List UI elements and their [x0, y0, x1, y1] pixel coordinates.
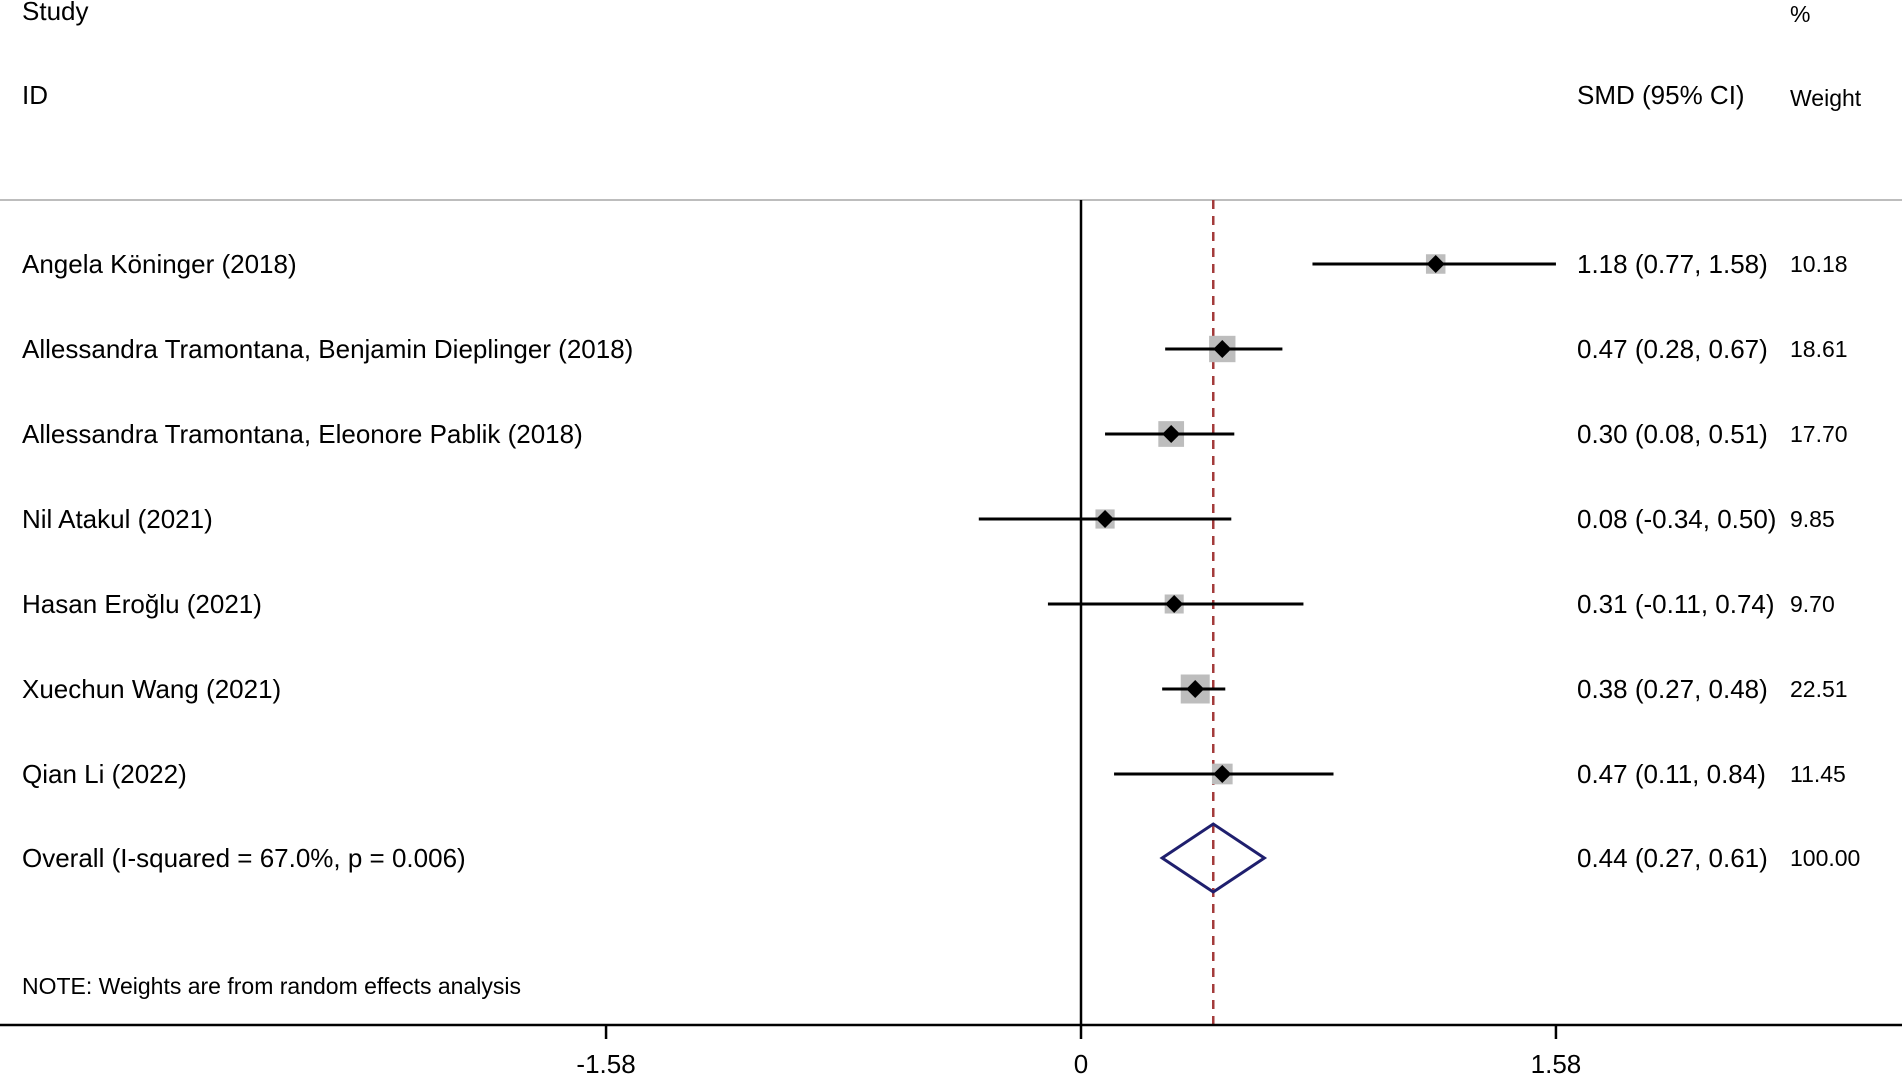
x-axis: -1.58 0 1.58 [0, 1023, 1902, 1077]
study-row: Hasan Eroğlu (2021) 0.31 (-0.11, 0.74) 9.7… [22, 589, 1835, 619]
point-estimate-marker [1213, 765, 1232, 783]
study-label: Xuechun Wang (2021) [22, 674, 281, 704]
axis-lines [1079, 200, 1215, 1025]
overall-ci-text: 0.44 (0.27, 0.61) [1577, 843, 1768, 873]
weights-note: NOTE: Weights are from random effects an… [22, 973, 521, 999]
column-headers: Study ID SMD (95% CI) % Weight [22, 0, 1862, 111]
point-estimate-marker [1426, 255, 1445, 273]
study-label: Nil Atakul (2021) [22, 504, 213, 534]
point-estimate-marker [1165, 595, 1184, 613]
effect-ci-text: 0.38 (0.27, 0.48) [1577, 674, 1768, 704]
point-estimate-marker [1213, 340, 1232, 358]
weight-text: 10.18 [1790, 251, 1848, 277]
study-label: Qian Li (2022) [22, 759, 187, 789]
effect-ci-text: 0.08 (-0.34, 0.50) [1577, 504, 1776, 534]
study-row: Allessandra Tramontana, Eleonore Pablik … [22, 419, 1848, 449]
study-row: Allessandra Tramontana, Benjamin Dieplin… [22, 334, 1848, 364]
point-estimate-marker [1186, 680, 1205, 698]
effect-ci-text: 0.47 (0.28, 0.67) [1577, 334, 1768, 364]
overall-row: Overall (I-squared = 67.0%, p = 0.006) 0.… [22, 822, 1860, 894]
header-effect-label: SMD (95% CI) [1577, 80, 1745, 110]
x-tick-label: 1.58 [1531, 1049, 1582, 1077]
effect-ci-text: 0.47 (0.11, 0.84) [1577, 759, 1766, 789]
weight-text: 18.61 [1790, 336, 1848, 362]
study-label: Angela Köninger (2018) [22, 249, 297, 279]
weight-text: 17.70 [1790, 421, 1848, 447]
effect-ci-text: 1.18 (0.77, 1.58) [1577, 249, 1768, 279]
weight-text: 9.85 [1790, 506, 1835, 532]
study-row: Qian Li (2022) 0.47 (0.11, 0.84) 11.45 [22, 759, 1846, 789]
x-tick-label: 0 [1074, 1049, 1088, 1077]
overall-weight-text: 100.00 [1790, 845, 1860, 871]
header-percent-label: % [1790, 1, 1810, 27]
x-tick-label: -1.58 [576, 1049, 635, 1077]
study-label: Allessandra Tramontana, Benjamin Dieplin… [22, 334, 633, 364]
study-label: Allessandra Tramontana, Eleonore Pablik … [22, 419, 583, 449]
study-rows: Angela Köninger (2018) 1.18 (0.77, 1.58) 1… [22, 249, 1848, 789]
header-id-label: ID [22, 80, 48, 110]
header-weight-label: Weight [1790, 85, 1862, 111]
overall-label: Overall (I-squared = 67.0%, p = 0.006) [22, 843, 466, 873]
weight-text: 22.51 [1790, 676, 1848, 702]
study-row: Nil Atakul (2021) 0.08 (-0.34, 0.50) 9.85 [22, 504, 1835, 534]
effect-ci-text: 0.30 (0.08, 0.51) [1577, 419, 1768, 449]
weight-text: 9.70 [1790, 591, 1835, 617]
point-estimate-marker [1096, 510, 1115, 528]
study-row: Angela Köninger (2018) 1.18 (0.77, 1.58) 1… [22, 249, 1848, 279]
effect-ci-text: 0.31 (-0.11, 0.74) [1577, 589, 1775, 619]
overall-diamond [1159, 822, 1268, 894]
point-estimate-marker [1162, 425, 1181, 443]
study-row: Xuechun Wang (2021) 0.38 (0.27, 0.48) 22.5… [22, 674, 1848, 704]
header-study-label: Study [22, 0, 89, 26]
study-label: Hasan Eroğlu (2021) [22, 589, 262, 619]
weight-text: 11.45 [1790, 761, 1846, 787]
